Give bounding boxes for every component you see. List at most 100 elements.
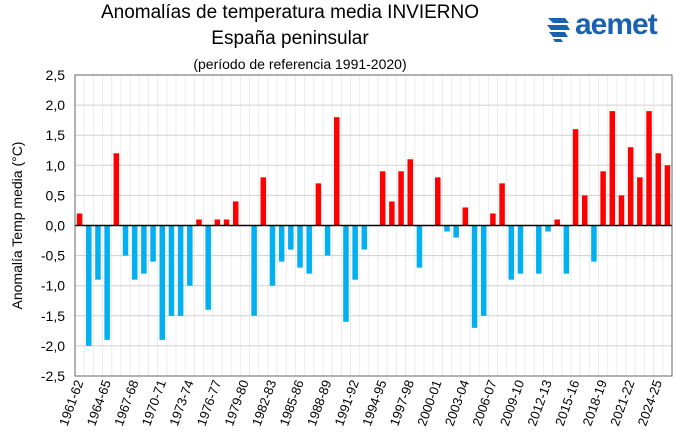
bar-2005-06 bbox=[480, 225, 487, 316]
x-tick-label: 1982-83 bbox=[249, 378, 279, 428]
x-tick-label: 2000-01 bbox=[414, 378, 444, 428]
bar-1963-64 bbox=[95, 225, 101, 280]
x-tick-label: 2012-13 bbox=[524, 378, 554, 428]
bar-1961-62 bbox=[76, 213, 83, 226]
bar-2015-16 bbox=[572, 129, 579, 226]
bar-2008-09 bbox=[508, 225, 515, 280]
bar-2025-26 bbox=[664, 165, 671, 226]
x-tick-label: 1973-74 bbox=[166, 378, 196, 428]
chart-title: Anomalías de temperatura media INVIERNO bbox=[100, 2, 480, 23]
bar-1980-81 bbox=[251, 225, 257, 316]
bar-1990-91 bbox=[343, 225, 349, 322]
x-tick-label: 1976-77 bbox=[194, 378, 224, 428]
bar-1983-84 bbox=[278, 225, 285, 262]
bar-1974-75 bbox=[196, 219, 202, 226]
x-tick-label: 1991-92 bbox=[332, 378, 362, 428]
bar-2001-02 bbox=[444, 225, 450, 232]
y-tick-label: -1,5 bbox=[41, 308, 65, 324]
bar-2006-07 bbox=[490, 213, 496, 226]
aemet-logo: aemet bbox=[545, 8, 670, 46]
bar-1978-79 bbox=[232, 201, 239, 226]
y-tick-label: -2,5 bbox=[41, 368, 65, 384]
bar-1976-77 bbox=[214, 219, 221, 226]
aemet-logo-text: aemet bbox=[575, 8, 658, 41]
bar-2020-21 bbox=[618, 195, 625, 226]
bar-1987-88 bbox=[315, 183, 322, 226]
bar-1989-90 bbox=[334, 117, 340, 226]
y-tick-label: 2,5 bbox=[46, 67, 66, 83]
bar-1967-68 bbox=[131, 225, 138, 280]
bar-1984-85 bbox=[288, 225, 294, 250]
bar-1991-92 bbox=[352, 225, 358, 280]
x-tick-label: 2018-19 bbox=[580, 378, 610, 428]
bar-2021-22 bbox=[627, 147, 634, 226]
bar-2017-18 bbox=[591, 225, 597, 262]
y-tick-label: 0,0 bbox=[46, 218, 66, 234]
bar-1971-72 bbox=[168, 225, 175, 316]
x-tick-label: 2021-22 bbox=[607, 378, 637, 428]
bar-2011-12 bbox=[536, 225, 542, 274]
bar-1992-93 bbox=[361, 225, 368, 250]
bar-1966-67 bbox=[122, 225, 129, 256]
aemet-logo-icon bbox=[547, 18, 570, 42]
x-tick-label: 1979-80 bbox=[221, 378, 251, 428]
bar-1997-98 bbox=[407, 159, 413, 226]
bar-2012-13 bbox=[545, 225, 551, 232]
bar-2018-19 bbox=[600, 171, 606, 226]
bar-1981-82 bbox=[260, 177, 267, 226]
x-tick-label: 2003-04 bbox=[442, 378, 472, 428]
y-tick-label: 2,0 bbox=[46, 97, 66, 113]
bar-2004-05 bbox=[471, 225, 478, 328]
x-tick-label: 1988-89 bbox=[304, 378, 334, 428]
y-tick-label: 1,5 bbox=[46, 127, 66, 143]
bar-1970-71 bbox=[159, 225, 166, 340]
bar-1994-95 bbox=[379, 171, 386, 226]
bar-1982-83 bbox=[269, 225, 276, 286]
bar-1964-65 bbox=[104, 225, 110, 340]
chart-subtitle: España peninsular bbox=[211, 28, 369, 49]
bar-1995-96 bbox=[389, 201, 395, 226]
x-tick-label: 1967-68 bbox=[111, 378, 141, 428]
bar-2002-03 bbox=[453, 225, 459, 238]
x-tick-label: 1964-65 bbox=[84, 378, 114, 428]
bar-1988-89 bbox=[324, 225, 331, 256]
bar-1972-73 bbox=[177, 225, 184, 316]
bar-1962-63 bbox=[86, 225, 92, 346]
bar-2014-15 bbox=[563, 225, 570, 274]
chart-note: (período de referencia 1991-2020) bbox=[193, 56, 407, 72]
bar-1969-70 bbox=[150, 225, 156, 262]
bar-1996-97 bbox=[398, 171, 404, 226]
bar-1973-74 bbox=[187, 225, 193, 286]
x-tick-label: 1985-86 bbox=[276, 378, 306, 428]
bar-1998-99 bbox=[416, 225, 423, 268]
x-tick-label: 1970-71 bbox=[139, 378, 169, 428]
bar-2013-14 bbox=[554, 219, 560, 226]
bar-2000-01 bbox=[435, 177, 441, 226]
bar-2003-04 bbox=[462, 207, 469, 226]
y-tick-label: -0,5 bbox=[41, 248, 65, 264]
x-tick-label: 1961-62 bbox=[56, 378, 86, 428]
bar-1986-87 bbox=[306, 225, 312, 274]
bar-1965-66 bbox=[113, 153, 120, 226]
bar-2019-20 bbox=[609, 111, 616, 226]
plot-frame bbox=[74, 74, 673, 377]
bar-2009-10 bbox=[517, 225, 524, 274]
y-tick-label: -2,0 bbox=[41, 338, 65, 354]
x-tick-label: 1997-98 bbox=[387, 378, 417, 428]
bar-2024-25 bbox=[655, 153, 661, 226]
bar-1968-69 bbox=[141, 225, 147, 274]
x-tick-label: 2015-16 bbox=[552, 378, 582, 428]
x-tick-label: 2009-10 bbox=[497, 378, 527, 428]
bar-2023-24 bbox=[646, 111, 652, 226]
bar-1985-86 bbox=[297, 225, 303, 268]
y-tick-label: -1,0 bbox=[41, 278, 65, 294]
y-axis-label: Anomalía Temp media (°C) bbox=[9, 142, 25, 310]
bar-1975-76 bbox=[205, 225, 211, 310]
y-tick-label: 1,0 bbox=[46, 157, 66, 173]
y-tick-label: 0,5 bbox=[46, 187, 66, 203]
x-tick-label: 2024-25 bbox=[635, 378, 665, 428]
bar-2007-08 bbox=[499, 183, 505, 226]
bar-2022-23 bbox=[637, 177, 643, 226]
